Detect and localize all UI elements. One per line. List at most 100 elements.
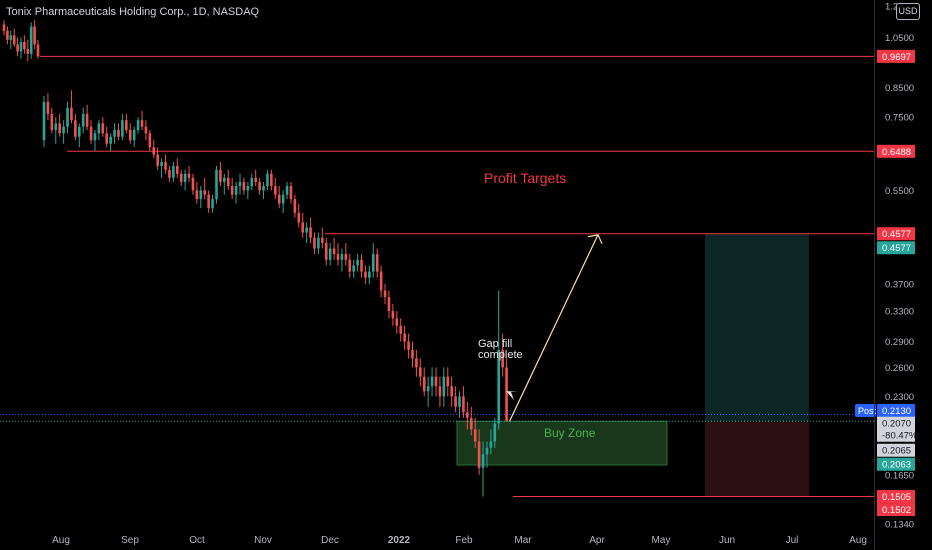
candle-body	[152, 147, 156, 155]
candle-body	[395, 318, 399, 326]
candle-body	[242, 181, 246, 191]
candle-body	[273, 186, 277, 195]
candle-body	[324, 243, 328, 260]
gap-fill-label: complete	[478, 349, 523, 361]
y-axis: 1.20001.05000.85000.75000.55000.43000.37…	[855, 2, 918, 531]
target-price-tag-bg	[877, 241, 915, 255]
candle-body	[191, 177, 195, 191]
candle-body	[332, 248, 336, 255]
gray-price-tag-bg	[877, 443, 915, 457]
candle-body	[426, 386, 430, 392]
candle-body	[356, 259, 359, 266]
candle-body	[293, 199, 297, 213]
candle-body	[391, 311, 395, 319]
candle-body	[215, 169, 218, 200]
candle-body	[33, 26, 36, 45]
stop-price-tag: 0.1502	[882, 505, 911, 516]
candle-body	[450, 386, 453, 397]
candle-body	[6, 30, 9, 40]
x-tick-label: Jul	[786, 535, 799, 546]
last-price-tag-bg	[877, 416, 915, 430]
candle-body	[270, 173, 273, 187]
x-tick-label: Feb	[455, 535, 473, 546]
candle-body	[317, 237, 320, 249]
candle-body	[489, 441, 493, 448]
candle-body	[262, 186, 265, 191]
candle-body	[207, 194, 210, 209]
candle-body	[250, 177, 254, 187]
projection-arrowhead	[587, 234, 603, 244]
level-price-tag-bg	[877, 490, 915, 504]
overlay-layer	[506, 234, 603, 422]
gray-price-tag: 0.2065	[882, 446, 911, 457]
candle-body	[301, 222, 305, 233]
y-tick-label: 1.0500	[885, 33, 914, 44]
candle-body	[344, 254, 348, 260]
green-price-tag-bg	[877, 457, 915, 471]
candle-body	[195, 190, 199, 200]
candle-body	[375, 254, 379, 272]
candle-body	[70, 107, 73, 121]
candle-body	[93, 133, 97, 141]
candle-body	[164, 162, 167, 170]
y-tick-label: 0.1340	[885, 520, 914, 531]
candle-body	[477, 441, 481, 468]
x-tick-label: Dec	[321, 535, 339, 546]
x-tick-label: Aug	[52, 535, 70, 546]
candle-body	[379, 271, 383, 291]
levels-layer	[0, 55, 875, 498]
candle-body	[109, 136, 112, 144]
x-tick-label: May	[652, 535, 671, 546]
candle-body	[462, 396, 465, 413]
currency-badge[interactable]: USD	[896, 3, 920, 20]
pointer-arrow-icon	[506, 391, 518, 400]
candle-body	[411, 349, 414, 359]
candle-body	[352, 265, 355, 272]
buy-zone-label: Buy Zone	[544, 426, 596, 440]
candle-body	[466, 412, 469, 418]
candle-body	[442, 376, 446, 397]
gap-fill-label: Gap fill	[478, 338, 512, 350]
candle-body	[336, 254, 340, 260]
candle-body	[54, 123, 58, 131]
candle-body	[136, 120, 140, 131]
level-price-tag-bg	[877, 49, 915, 63]
candle-body	[66, 107, 69, 127]
candle-body	[360, 259, 363, 272]
y-tick-label: 0.7500	[885, 113, 914, 124]
candle-body	[368, 271, 371, 278]
candle-body	[371, 254, 375, 272]
candle-body	[383, 290, 387, 298]
candle-body	[403, 333, 406, 342]
stop-zone-box	[705, 421, 809, 497]
candle-body	[101, 123, 105, 134]
candle-body	[121, 120, 124, 137]
y-tick-label: 0.3700	[885, 280, 914, 291]
candle-body	[246, 186, 250, 191]
candle-body	[454, 396, 457, 407]
candle-body	[160, 162, 163, 166]
candle-body	[281, 194, 285, 204]
candle-body	[473, 429, 477, 442]
candle-body	[497, 349, 501, 424]
y-tick-label: 0.2900	[885, 337, 914, 348]
candle-body	[128, 130, 132, 141]
candle-body	[505, 367, 508, 422]
candle-body	[469, 417, 473, 430]
x-tick-label: Oct	[189, 535, 205, 546]
post-price-tag-bg	[877, 403, 915, 417]
candle-body	[85, 113, 89, 127]
candle-body	[144, 126, 148, 134]
candle-body	[493, 423, 497, 442]
x-axis: Aug Sep Oct Nov Dec 2022 Feb Mar Apr May Jun Jul Aug	[52, 535, 867, 546]
axis-separator	[874, 0, 875, 550]
post-badge-bg	[855, 403, 876, 417]
x-tick-label: Sep	[121, 535, 139, 546]
candle-body	[387, 297, 391, 312]
x-tick-label: Apr	[589, 535, 605, 546]
candle-body	[446, 376, 450, 387]
candle-body	[321, 237, 324, 244]
x-tick-label: Jun	[719, 535, 735, 546]
